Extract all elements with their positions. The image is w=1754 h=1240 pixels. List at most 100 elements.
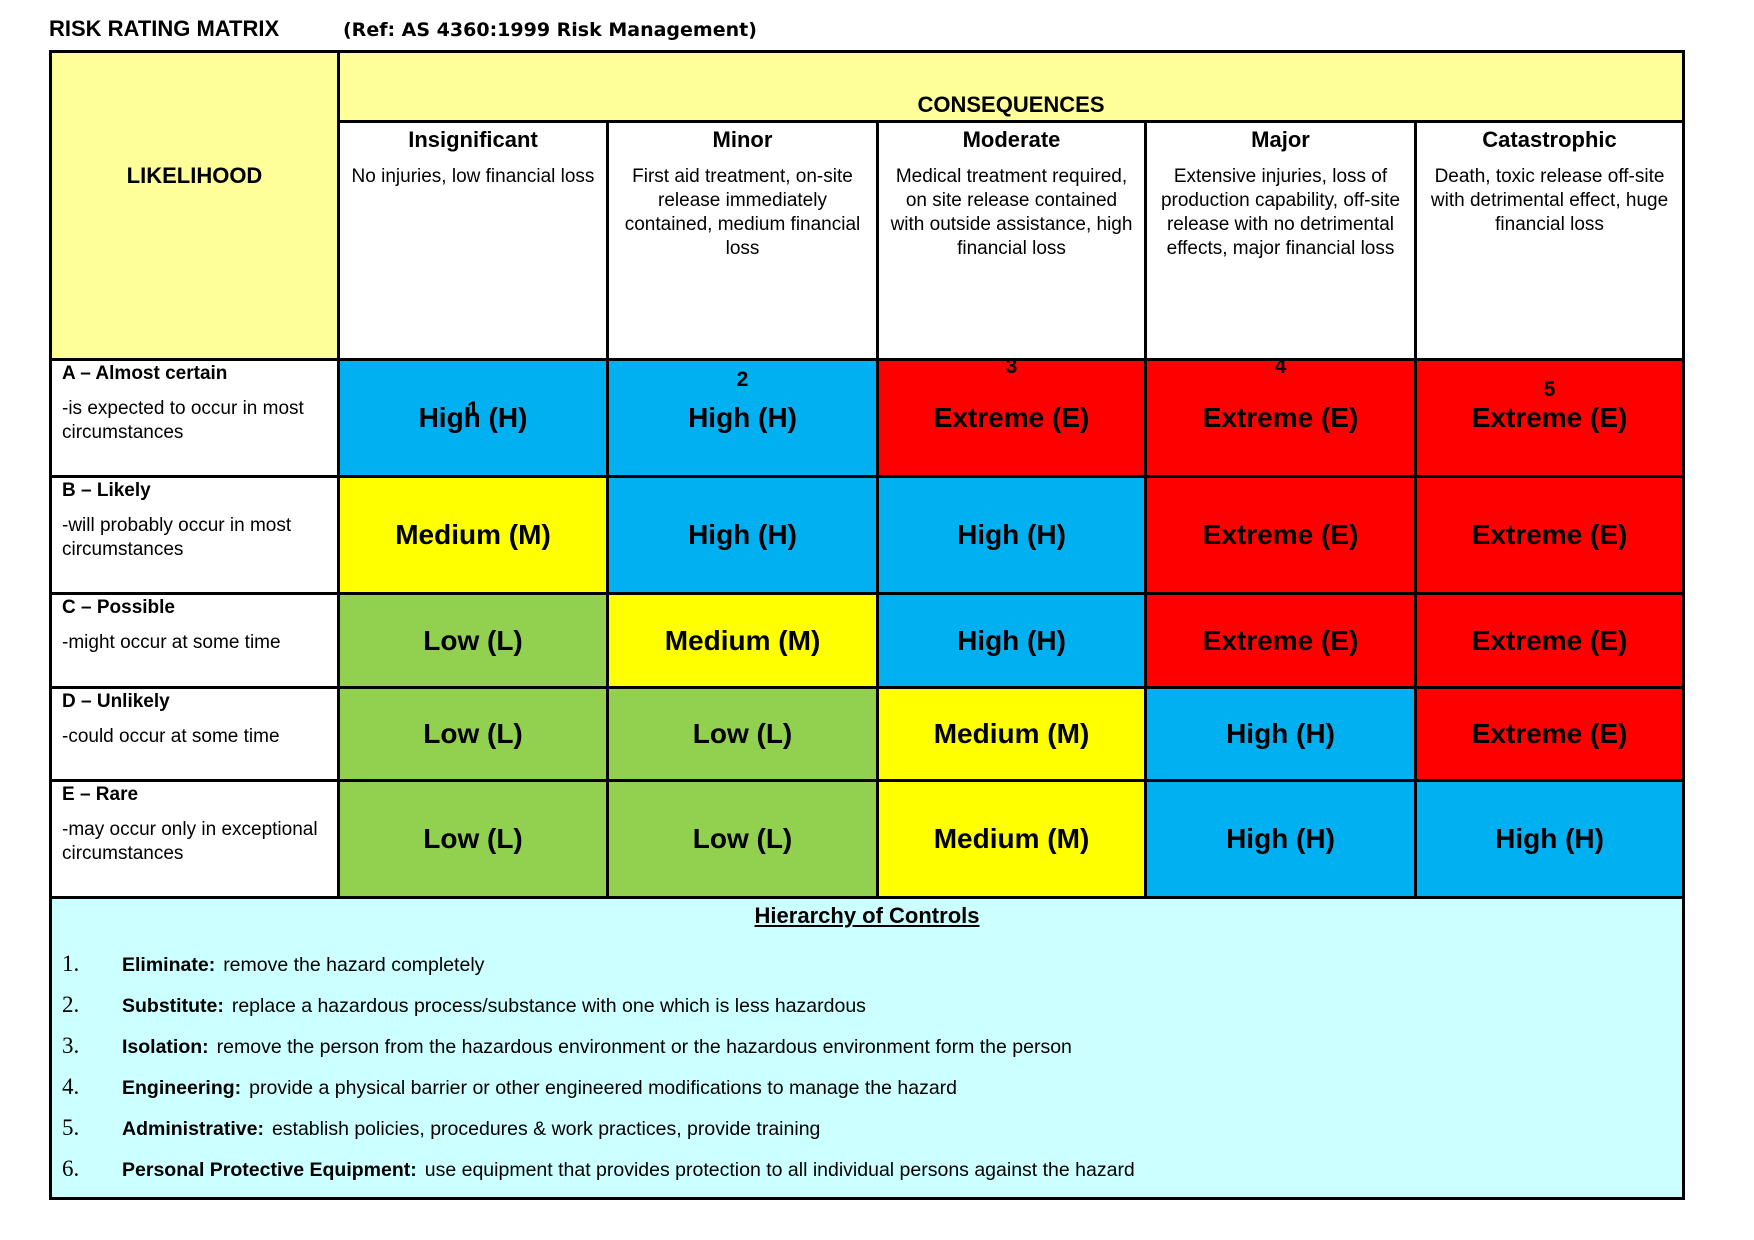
control-text: establish policies, procedures & work pr… — [271, 1118, 821, 1140]
control-item: 4. Engineering: provide a physical barrier… — [52, 1074, 1682, 1115]
consequence-description: Medical treatment required, on site rele… — [890, 166, 1133, 259]
control-term: Substitute: — [122, 995, 224, 1017]
control-item: 5. Administrative: establish policies, pro… — [52, 1115, 1682, 1156]
likelihood-row: E – Rare -may occur only in exceptional c… — [49, 779, 1686, 899]
rating-cell: High (H) — [1413, 779, 1686, 899]
rating-cell: Medium (M) — [606, 592, 879, 689]
control-item: 1. Eliminate: remove the hazard completely — [52, 951, 1682, 992]
control-text: remove the person from the hazardous env… — [216, 1036, 1072, 1058]
consequence-cell: Moderate Medical treatment required, on s… — [876, 120, 1147, 378]
control-text: provide a physical barrier or other engi… — [249, 1077, 957, 1099]
rating-cell: Medium (M) — [876, 779, 1147, 899]
rating-cell: High (H) — [1144, 686, 1417, 782]
consequence-cell: Major Extensive injuries, loss of product… — [1144, 120, 1417, 378]
control-item: 3. Isolation: remove the person from the h… — [52, 1033, 1682, 1074]
rating-cell: Low (L) — [606, 779, 879, 899]
consequences-header: CONSEQUENCES — [336, 50, 1686, 123]
control-term: Personal Protective Equipment: — [122, 1159, 417, 1181]
control-number: 6. — [62, 1156, 80, 1181]
controls-row: Hierarchy of Controls 1. Eliminate: remove … — [48, 896, 1686, 1200]
risk-matrix: LIKELIHOOD CONSEQUENCES Insignificant No in… — [48, 50, 1686, 1200]
rating-cell: Extreme (E) — [876, 358, 1147, 478]
likelihood-cell: A – Almost certain -is expected to occur … — [49, 358, 340, 478]
rating-cell: High (H) — [606, 358, 879, 478]
control-term: Engineering: — [122, 1077, 242, 1099]
consequence-rank: 4 — [1274, 355, 1287, 378]
control-number: 2. — [62, 992, 80, 1017]
consequence-rank: 1 — [467, 398, 479, 421]
rating-cell: Extreme (E) — [1144, 475, 1417, 595]
likelihood-cell: D – Unlikely -could occur at some time — [49, 686, 340, 782]
consequence-description: Extensive injuries, loss of production c… — [1160, 166, 1401, 259]
likelihood-row: B – Likely -will probably occur in most c… — [49, 475, 1686, 595]
header-row: LIKELIHOOD CONSEQUENCES — [49, 50, 1686, 361]
control-number: 1. — [62, 951, 80, 976]
likelihood-name: E – Rare — [62, 784, 139, 805]
controls: Hierarchy of Controls 1. Eliminate: remove … — [48, 896, 1686, 1200]
rating-cell: Low (L) — [606, 686, 879, 782]
consequence-rank: 5 — [1543, 378, 1556, 401]
control-item: 6. Personal Protective Equipment: use equi… — [52, 1156, 1682, 1197]
rating-cell: High (H) — [876, 475, 1147, 595]
control-text: use equipment that provides protection t… — [424, 1159, 1135, 1181]
reference: (Ref: AS 4360:1999 Risk Management) — [343, 19, 757, 41]
control-term: Eliminate: — [122, 954, 216, 976]
likelihood-name: A – Almost certain — [62, 363, 228, 384]
likelihood-description: -might occur at some time — [62, 632, 281, 653]
consequence-description: Death, toxic release off-site with detri… — [1430, 166, 1669, 235]
likelihood-description: -could occur at some time — [62, 726, 280, 747]
consequence-name: Major — [1251, 127, 1310, 152]
likelihood-cell: B – Likely -will probably occur in most c… — [49, 475, 340, 595]
consequence-cell: Insignificant No injuries, low financial … — [337, 120, 609, 421]
likelihood-description: -may occur only in exceptional circumsta… — [62, 819, 318, 864]
rating-cell: High (H) — [337, 358, 609, 478]
control-term: Administrative: — [122, 1118, 264, 1140]
rating-cell: High (H) — [1144, 779, 1417, 899]
control-number: 4. — [62, 1074, 80, 1099]
control-term: Isolation: — [122, 1036, 209, 1058]
consequence-rank: 3 — [1005, 355, 1018, 378]
likelihood-row: D – Unlikely -could occur at some time Low… — [49, 686, 1686, 782]
rating-cell: Extreme (E) — [1413, 686, 1686, 782]
control-number: 5. — [62, 1115, 80, 1140]
likelihood-row: A – Almost certain -is expected to occur … — [49, 358, 1686, 478]
control-number: 3. — [62, 1033, 80, 1058]
likelihood-row: C – Possible -might occur at some time Low… — [49, 592, 1686, 689]
consequence-name: Catastrophic — [1482, 127, 1617, 152]
likelihood-name: C – Possible — [62, 597, 175, 618]
rating-cell: Extreme (E) — [1144, 592, 1417, 689]
likelihood-cell: E – Rare -may occur only in exceptional c… — [49, 779, 340, 899]
title: RISK RATING MATRIX — [49, 16, 280, 41]
control-text: replace a hazardous process/substance wi… — [231, 995, 866, 1017]
consequence-description: First aid treatment, on-site release imm… — [624, 166, 861, 259]
rating-cell: High (H) — [876, 592, 1147, 689]
likelihood-header: LIKELIHOOD — [49, 50, 340, 361]
consequence-cell: Catastrophic Death, toxic release off-sit… — [1413, 120, 1686, 401]
rating-cell: Medium (M) — [876, 686, 1147, 782]
rating-cell: Extreme (E) — [1144, 358, 1417, 478]
rating-cell: Low (L) — [337, 592, 609, 689]
likelihood-name: D – Unlikely — [62, 691, 170, 712]
likelihood-description: -is expected to occur in most circumstan… — [62, 398, 304, 443]
controls-title: Hierarchy of Controls — [754, 903, 980, 928]
rating-cell: Extreme (E) — [1413, 592, 1686, 689]
consequence-cell: Minor First aid treatment, on-site releas… — [606, 120, 879, 391]
control-text: remove the hazard completely — [223, 954, 485, 976]
likelihood-name: B – Likely — [62, 480, 151, 501]
likelihood-cell: C – Possible -might occur at some time — [49, 592, 340, 689]
rating-cell: Low (L) — [337, 779, 609, 899]
consequence-row: Insignificant No injuries, low financial … — [51, 120, 1686, 421]
consequence-name: Minor — [712, 127, 773, 152]
consequence-name: Insignificant — [408, 127, 538, 152]
rating-cell: Extreme (E) — [1413, 358, 1686, 478]
rating-cell: Extreme (E) — [1413, 475, 1686, 595]
rating-cell: Medium (M) — [337, 475, 609, 595]
rating-cell: High (H) — [606, 475, 879, 595]
consequence-description: No injuries, low financial loss — [351, 166, 595, 187]
likelihood-description: -will probably occur in most circumstanc… — [62, 515, 292, 560]
consequence-rank: 2 — [736, 368, 749, 391]
rating-cell: Low (L) — [337, 686, 609, 782]
control-item: 2. Substitute: replace a hazardous process… — [52, 992, 1682, 1033]
consequence-name: Moderate — [962, 127, 1061, 152]
